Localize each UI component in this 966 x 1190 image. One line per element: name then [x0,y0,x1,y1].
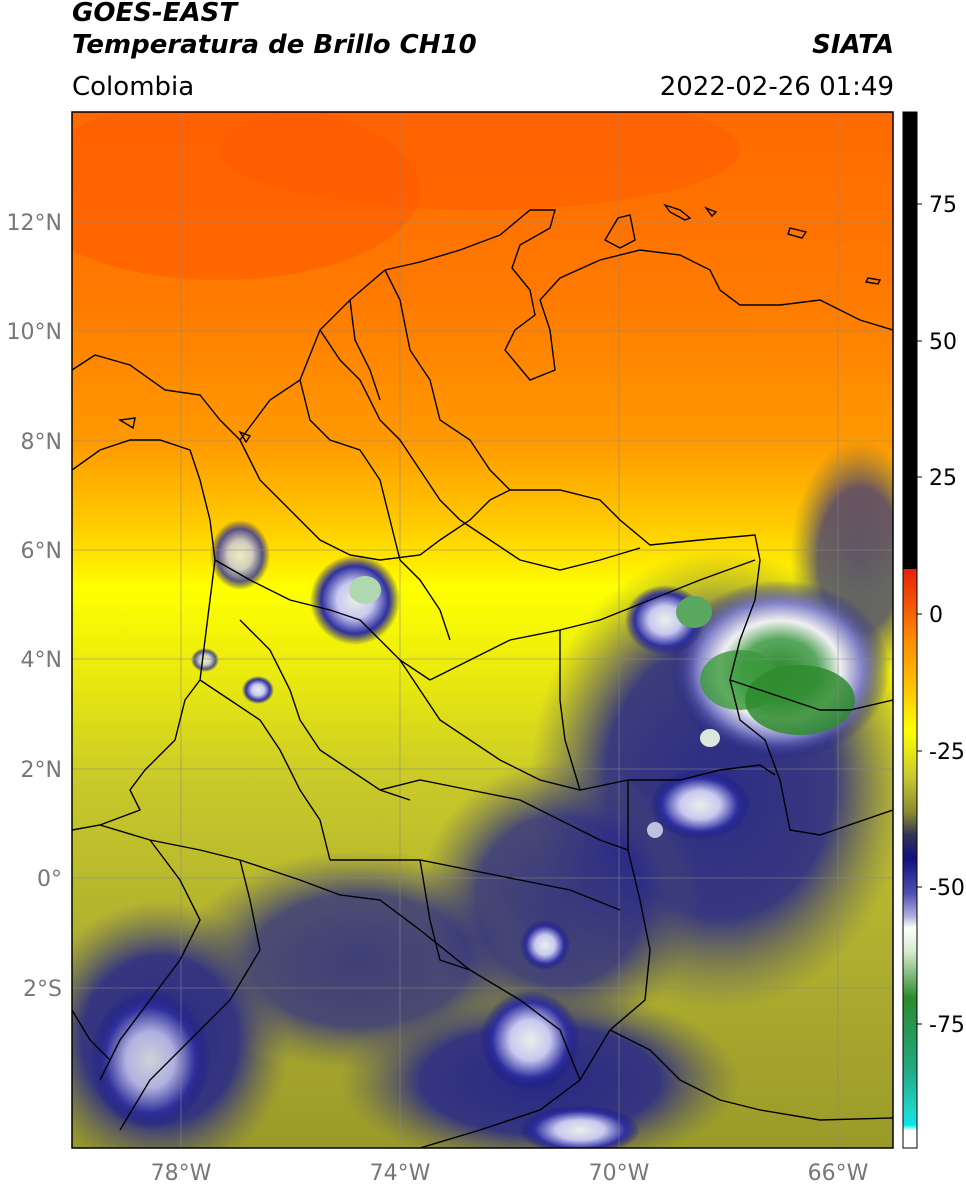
map-frame [71,111,894,1149]
gridlines [72,112,893,1148]
colorbar-tick-label: 25 [929,466,957,491]
colorbar-tick-label: 75 [929,193,957,218]
lat-label: 0° [37,867,62,892]
lat-label: 6°N [21,539,62,564]
lat-label: 4°N [21,648,62,673]
lon-label: 66°W [808,1161,869,1186]
colorbar-gradient [903,569,917,1148]
lat-labels: 12°N 10°N 8°N 6°N 4°N 2°N 0° 2°S [7,211,62,1002]
colorbar-tick-label: -75 [929,1013,965,1038]
region-label: Colombia [72,72,195,102]
timestamp-label: 2022-02-26 01:49 [659,72,894,102]
colorbar: 75 50 25 0 -25 -50 -75 [902,111,965,1149]
lat-label: 8°N [21,430,62,455]
lon-label: 74°W [370,1161,431,1186]
colorbar-black-segment [903,112,917,569]
lat-label: 2°N [21,758,62,783]
lon-label: 78°W [151,1161,212,1186]
colorbar-tick-label: 50 [929,330,957,355]
lat-label: 10°N [7,320,62,345]
colorbar-tick-label: -25 [929,740,965,765]
map-panel [72,112,893,1148]
lon-labels: 78°W 74°W 70°W 66°W [151,1161,869,1186]
colorbar-tick-label: -50 [929,876,965,901]
borders [72,203,893,1148]
cloud-field [72,440,893,1148]
lon-label: 70°W [589,1161,650,1186]
title-line-2: Temperatura de Brillo CH10 [72,30,477,60]
title-line-1: GOES-EAST [72,0,238,28]
lat-label: 2°S [23,977,62,1002]
brand-label: SIATA [812,30,894,60]
colorbar-tick-label: 0 [929,603,943,628]
lat-label: 12°N [7,211,62,236]
